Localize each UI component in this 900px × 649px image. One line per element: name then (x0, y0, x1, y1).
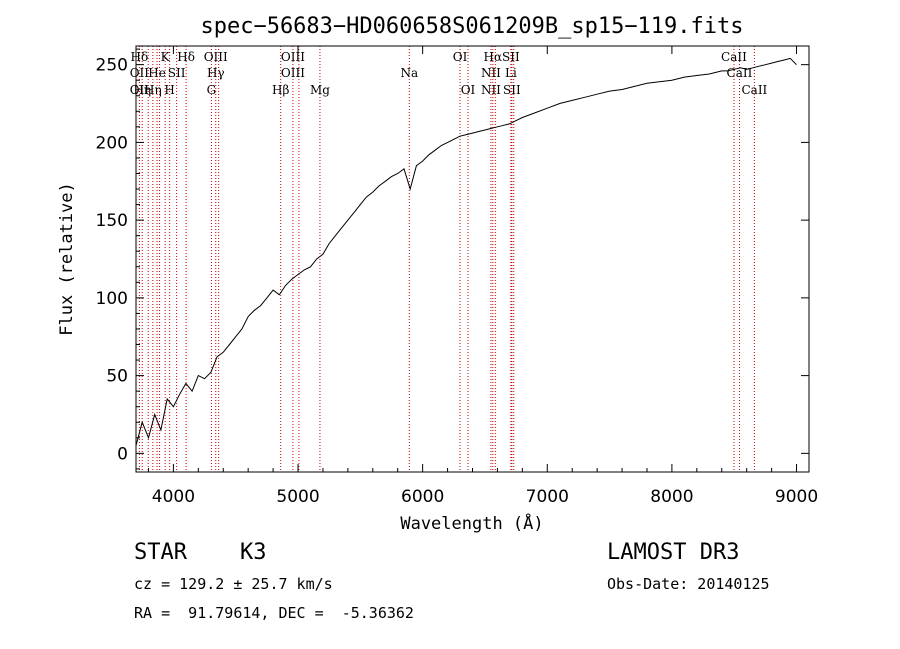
x-tick-label: 5000 (276, 487, 319, 507)
spectral-line-label: Li (505, 66, 517, 80)
spectral-line-label: K (161, 50, 171, 64)
spectral-line-label: OII (130, 83, 150, 97)
y-tick-label: 250 (96, 56, 128, 76)
object-class: STAR K3 (134, 540, 267, 565)
spectral-line-label: H (164, 83, 174, 97)
x-tick-label: 8000 (650, 487, 693, 507)
spectral-line-label: SII (502, 50, 520, 64)
spectral-line-label: OI (461, 83, 476, 97)
spectral-line-label: Na (400, 66, 418, 80)
spectral-line-markers (138, 46, 755, 472)
spectral-line-label: OIII (281, 50, 305, 64)
x-axis-label: Wavelength (Å) (400, 512, 543, 534)
spectral-line-label: OIII (281, 66, 305, 80)
spectral-line-label: Hβ (272, 83, 289, 97)
y-tick-label: 150 (96, 211, 128, 231)
spectral-line-label: OI (453, 50, 468, 64)
y-tick-label: 100 (96, 289, 128, 309)
spectral-line-label: Hγ (207, 66, 225, 80)
y-axis-label: Flux (relative) (57, 182, 77, 336)
spectral-line-label: SII (168, 66, 186, 80)
spectral-line-label: SII (503, 83, 521, 97)
spectral-line-labels: HδOIIOIIHηHηHeKHSIIHδGOIIIHγHβOIIIOIIIMg… (130, 50, 768, 97)
y-tick-label: 0 (117, 444, 128, 464)
x-tick-label: 9000 (775, 487, 818, 507)
spectral-line-label: He (148, 66, 166, 80)
x-axis-ticks: 4000 5000 6000 7000 8000 9000 (147, 46, 818, 507)
spectral-line-label: OIII (204, 50, 228, 64)
spectral-line-label: NII (481, 66, 501, 80)
spectral-line-label: Hδ (177, 50, 195, 64)
spectral-line-label: OII (130, 66, 150, 80)
spectrum-series-line (135, 57, 797, 446)
chart-title: spec−56683−HD060658S061209B_sp15−119.fit… (200, 14, 743, 39)
spectral-line-label: G (207, 83, 217, 97)
survey-name: LAMOST DR3 (607, 540, 740, 565)
redshift-velocity: cz = 129.2 ± 25.7 km/s (134, 575, 333, 593)
observation-date: Obs-Date: 20140125 (607, 575, 770, 593)
sky-coordinates: RA = 91.79614, DEC = -5.36362 (134, 604, 414, 622)
spectral-line-label: Hδ (131, 50, 149, 64)
spectral-line-label: NII (481, 83, 501, 97)
y-axis-ticks: 0 50 100 150 200 250 (96, 48, 809, 470)
x-tick-label: 4000 (152, 487, 195, 507)
x-tick-label: 7000 (526, 487, 569, 507)
y-tick-label: 200 (96, 133, 128, 153)
spectral-line-label: CaII (741, 83, 767, 97)
plot-frame (135, 45, 810, 473)
spectral-line-label: CaII (721, 50, 747, 64)
spectral-line-label: Hη (144, 83, 162, 97)
y-tick-label: 50 (106, 367, 128, 387)
spectral-line-label: Hη (133, 83, 151, 97)
spectral-line-label: Mg (310, 83, 330, 97)
x-tick-label: 6000 (401, 487, 444, 507)
spectral-line-label: Hα (484, 50, 503, 64)
